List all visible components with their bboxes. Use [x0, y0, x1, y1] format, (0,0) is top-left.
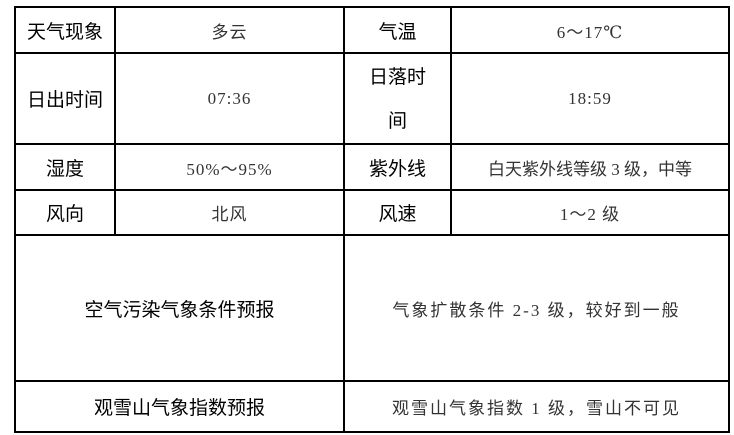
label-cell: 日出时间 — [14, 52, 116, 145]
label-cell: 气温 — [343, 6, 452, 54]
table-row: 日出时间 07:36 日落时间 18:59 — [14, 52, 730, 145]
value-cell: 白天紫外线等级 3 级，中等 — [450, 143, 730, 191]
value-cell: 1～2 级 — [450, 189, 730, 236]
value-cell: 多云 — [114, 6, 345, 54]
label-cell: 湿度 — [14, 143, 116, 191]
label-text: 日落时间 — [368, 65, 426, 132]
label-cell: 空气污染气象条件预报 — [14, 234, 345, 382]
label-cell: 风速 — [343, 189, 452, 236]
table-row: 风向 北风 风速 1～2 级 — [14, 189, 730, 236]
label-cell: 日落时间 — [343, 52, 452, 145]
weather-table: 天气现象 多云 气温 6～17℃ 日出时间 07:36 日落时间 18:59 湿… — [14, 6, 730, 433]
label-cell: 天气现象 — [14, 6, 116, 54]
label-cell: 风向 — [14, 189, 116, 236]
label-cell: 观雪山气象指数预报 — [14, 380, 345, 433]
value-cell: 北风 — [114, 189, 345, 236]
label-cell: 紫外线 — [343, 143, 452, 191]
table-row: 观雪山气象指数预报 观雪山气象指数 1 级，雪山不可见 — [14, 380, 730, 433]
value-cell: 07:36 — [114, 52, 345, 145]
value-cell: 气象扩散条件 2-3 级，较好到一般 — [343, 234, 730, 382]
value-cell: 50%～95% — [114, 143, 345, 191]
table-row: 湿度 50%～95% 紫外线 白天紫外线等级 3 级，中等 — [14, 143, 730, 191]
table-row: 空气污染气象条件预报 气象扩散条件 2-3 级，较好到一般 — [14, 234, 730, 382]
table-row: 天气现象 多云 气温 6～17℃ — [14, 6, 730, 54]
value-cell: 18:59 — [450, 52, 730, 145]
value-cell: 6～17℃ — [450, 6, 730, 54]
value-cell: 观雪山气象指数 1 级，雪山不可见 — [343, 380, 730, 433]
